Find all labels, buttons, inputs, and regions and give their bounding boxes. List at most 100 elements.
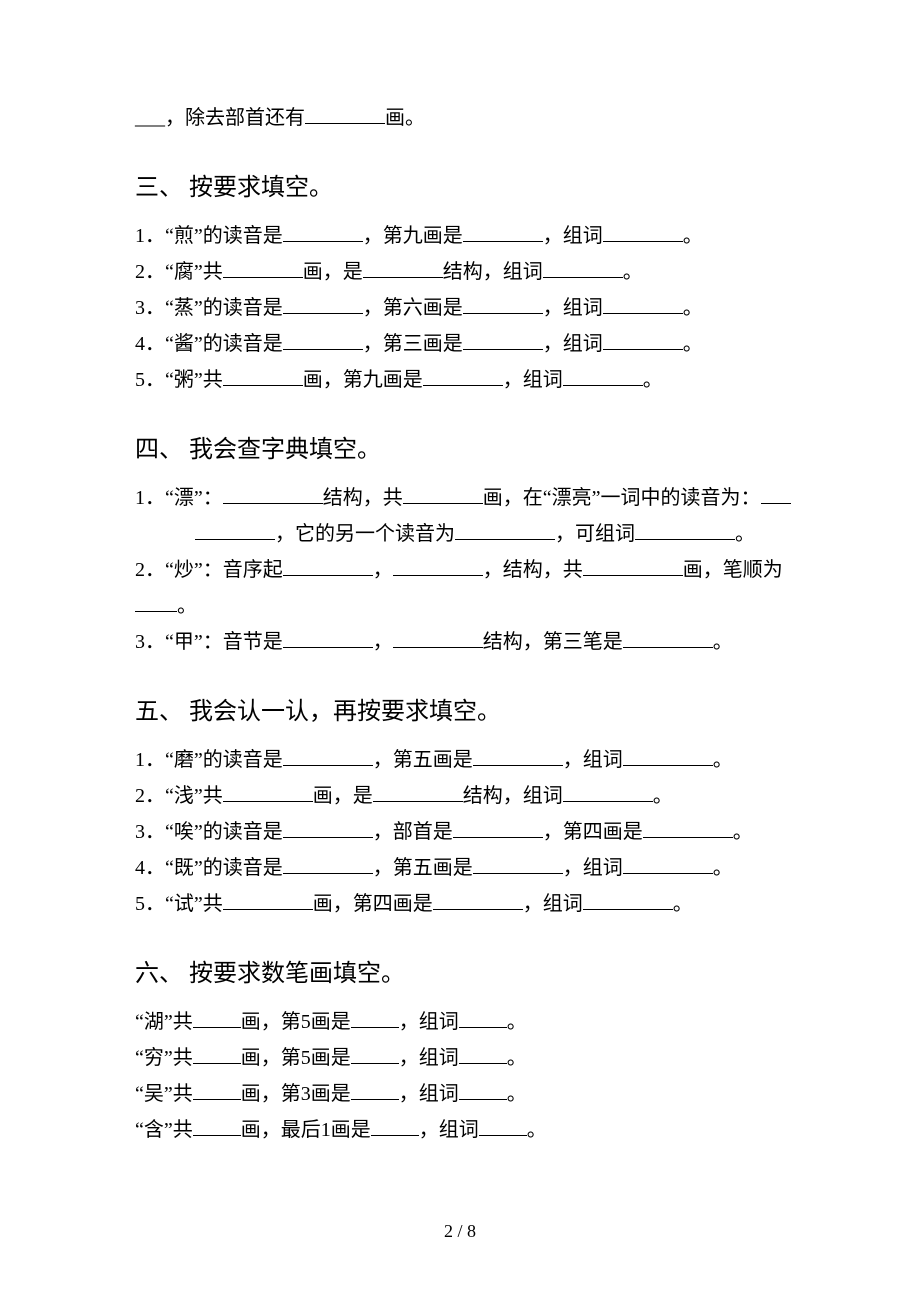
text: “既”的读音是 bbox=[165, 857, 283, 879]
blank bbox=[623, 747, 713, 766]
text: 。 bbox=[623, 261, 643, 283]
text: 。 bbox=[673, 893, 693, 915]
blank bbox=[433, 891, 523, 910]
section-6-heading: 六、 按要求数笔画填空。 bbox=[135, 956, 785, 992]
text: “含”共 bbox=[135, 1119, 193, 1141]
text: 画，第3画是 bbox=[241, 1083, 351, 1105]
num: 4． bbox=[135, 857, 165, 879]
blank bbox=[473, 747, 563, 766]
num: 2． bbox=[135, 559, 165, 581]
text: 。 bbox=[653, 785, 673, 807]
text: “炒”：音序起 bbox=[165, 559, 283, 581]
blank bbox=[603, 295, 683, 314]
text: 。 bbox=[683, 333, 703, 355]
blank bbox=[453, 819, 543, 838]
text: ，组词 bbox=[399, 1047, 459, 1069]
text: ，组词 bbox=[503, 369, 563, 391]
text: 画，第四画是 bbox=[313, 893, 433, 915]
num: 5． bbox=[135, 369, 165, 391]
text: ，组词 bbox=[399, 1083, 459, 1105]
blank bbox=[283, 295, 363, 314]
text: 。 bbox=[713, 749, 733, 771]
s6-item-4: “含”共 画，最后1画是 ，组词 。 bbox=[135, 1112, 785, 1148]
text: 画，在“漂亮”一词中的读音为： bbox=[483, 487, 761, 509]
blank bbox=[423, 367, 503, 386]
blank bbox=[351, 1045, 399, 1064]
text: 。 bbox=[713, 631, 733, 653]
leading-blank: ___ bbox=[135, 107, 165, 129]
blank bbox=[761, 485, 791, 504]
s4-item-3: 3．“甲”：音节是，结构，第三笔是。 bbox=[135, 624, 785, 660]
text: 。 bbox=[643, 369, 663, 391]
blank bbox=[403, 485, 483, 504]
num: 3． bbox=[135, 821, 165, 843]
blank bbox=[393, 557, 483, 576]
blank bbox=[463, 223, 543, 242]
s3-item-5: 5．“粥”共画，第九画是，组词。 bbox=[135, 362, 785, 398]
text: “浅”共 bbox=[165, 785, 223, 807]
blank bbox=[223, 259, 303, 278]
blank bbox=[283, 747, 373, 766]
blank bbox=[371, 1117, 419, 1136]
blank bbox=[223, 485, 323, 504]
text: ，第六画是 bbox=[363, 297, 463, 319]
s3-item-3: 3．“蒸”的读音是，第六画是，组词。 bbox=[135, 290, 785, 326]
text: 。 bbox=[507, 1083, 527, 1105]
blank bbox=[351, 1009, 399, 1028]
text: 画，是 bbox=[303, 261, 363, 283]
text: 。 bbox=[735, 523, 755, 545]
blank bbox=[563, 783, 653, 802]
text: ，组词 bbox=[399, 1011, 459, 1033]
s5-item-1: 1．“磨”的读音是，第五画是，组词。 bbox=[135, 742, 785, 778]
num: 3． bbox=[135, 297, 165, 319]
text: 结构，共 bbox=[323, 487, 403, 509]
text: “酱”的读音是 bbox=[165, 333, 283, 355]
text: ，组词 bbox=[543, 225, 603, 247]
blank bbox=[463, 295, 543, 314]
text: 结构，第三笔是 bbox=[483, 631, 623, 653]
blank bbox=[193, 1117, 241, 1136]
text: 。 bbox=[733, 821, 753, 843]
blank bbox=[193, 1009, 241, 1028]
text: ， bbox=[373, 631, 393, 653]
page: ___，除去部首还有画。 三、 按要求填空。 1．“煎”的读音是，第九画是，组词… bbox=[0, 0, 920, 1302]
text: 。 bbox=[527, 1119, 547, 1141]
text: 。 bbox=[507, 1011, 527, 1033]
text: “穷”共 bbox=[135, 1047, 193, 1069]
blank bbox=[283, 629, 373, 648]
text: ，除去部首还有 bbox=[165, 107, 305, 129]
blank bbox=[603, 331, 683, 350]
blank bbox=[459, 1081, 507, 1100]
text: ，组词 bbox=[563, 749, 623, 771]
blank bbox=[351, 1081, 399, 1100]
text: ，组词 bbox=[419, 1119, 479, 1141]
text: ，组词 bbox=[563, 857, 623, 879]
text: 。 bbox=[683, 225, 703, 247]
text: 结构，组词 bbox=[463, 785, 563, 807]
num: 2． bbox=[135, 261, 165, 283]
num: 1． bbox=[135, 749, 165, 771]
text: “煎”的读音是 bbox=[165, 225, 283, 247]
blank bbox=[135, 593, 177, 612]
text: ，第九画是 bbox=[363, 225, 463, 247]
blank bbox=[373, 783, 463, 802]
text: 画，最后1画是 bbox=[241, 1119, 371, 1141]
blank bbox=[455, 521, 555, 540]
section-4-heading: 四、 我会查字典填空。 bbox=[135, 432, 785, 468]
s4-item-2-line2: 。 bbox=[135, 588, 785, 624]
blank bbox=[193, 1081, 241, 1100]
blank bbox=[635, 521, 735, 540]
blank bbox=[543, 259, 623, 278]
page-number: 2 / 8 bbox=[0, 1221, 920, 1242]
blank bbox=[193, 1045, 241, 1064]
s6-item-1: “湖”共画，第5画是，组词。 bbox=[135, 1004, 785, 1040]
text: 。 bbox=[683, 297, 703, 319]
text: “吴”共 bbox=[135, 1083, 193, 1105]
blank bbox=[563, 367, 643, 386]
text: “漂”： bbox=[165, 487, 223, 509]
section-3-heading: 三、 按要求填空。 bbox=[135, 170, 785, 206]
blank bbox=[623, 855, 713, 874]
blank bbox=[363, 259, 443, 278]
text: ，组词 bbox=[523, 893, 583, 915]
s3-item-4: 4．“酱”的读音是，第三画是，组词。 bbox=[135, 326, 785, 362]
